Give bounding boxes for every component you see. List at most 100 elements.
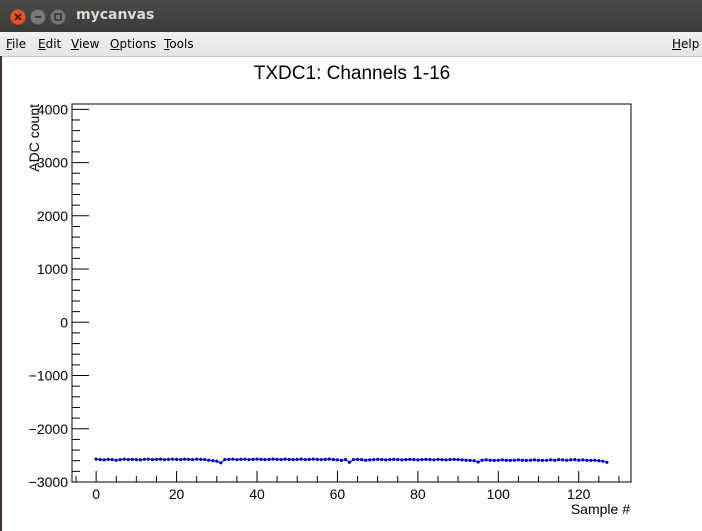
maximize-icon[interactable] — [50, 9, 66, 25]
data-point — [191, 458, 195, 462]
data-point — [540, 458, 545, 462]
menu-tools[interactable]: Tools — [164, 37, 194, 51]
data-point — [219, 461, 223, 465]
data-point — [227, 457, 231, 461]
data-point — [376, 457, 380, 461]
data-point — [472, 459, 476, 463]
data-point — [323, 457, 327, 461]
data-point — [428, 458, 432, 462]
data-point — [392, 457, 396, 461]
data-point — [460, 458, 464, 462]
data-point — [593, 458, 597, 462]
data-point — [364, 458, 368, 462]
data-point — [492, 458, 496, 462]
data-point — [500, 458, 504, 462]
data-point — [146, 457, 150, 461]
data-point — [355, 457, 360, 461]
plot-canvas[interactable]: TXDC1: Channels 1-16 −3000 −2000 −1000 0 100… — [2, 57, 702, 531]
data-point — [211, 459, 215, 463]
data-point — [524, 458, 529, 462]
y-axis-label: ADC count — [26, 104, 42, 172]
data-point — [275, 457, 279, 461]
data-point — [98, 458, 102, 462]
data-point — [528, 458, 533, 462]
data-point — [368, 458, 372, 462]
menu-help[interactable]: Help — [672, 37, 700, 51]
data-point — [512, 458, 516, 462]
data-point — [432, 458, 436, 462]
data-point — [456, 458, 460, 462]
data-point — [605, 460, 609, 464]
data-point — [400, 458, 404, 462]
data-point — [311, 457, 315, 461]
data-point — [452, 457, 456, 461]
menu-options[interactable]: Options — [110, 37, 157, 51]
x-tick-label: 120 — [567, 486, 591, 502]
data-point — [239, 457, 243, 461]
data-point — [291, 458, 295, 462]
data-point — [420, 458, 424, 462]
data-point — [532, 458, 537, 462]
data-point — [496, 458, 500, 462]
data-point — [303, 458, 307, 462]
data-point — [118, 458, 122, 462]
y-tick-label: −2000 — [29, 421, 69, 437]
data-point — [255, 457, 259, 461]
x-tick-label: 20 — [169, 486, 185, 502]
data-point — [360, 458, 364, 462]
menu-bar: File Edit View Options Tools Help — [0, 32, 702, 57]
y-tick-label: −3000 — [29, 474, 69, 490]
close-icon[interactable] — [10, 9, 26, 25]
menu-edit[interactable]: Edit — [38, 37, 62, 51]
data-point — [187, 457, 191, 461]
data-point — [319, 458, 323, 462]
data-point — [589, 458, 593, 462]
data-point — [130, 457, 134, 461]
data-point — [106, 457, 110, 461]
data-point — [351, 458, 356, 462]
x-tick-label: 100 — [487, 486, 511, 502]
data-point — [203, 458, 207, 462]
data-point — [480, 458, 484, 462]
data-point — [175, 457, 179, 461]
data-point — [331, 458, 335, 462]
data-point — [597, 459, 601, 463]
data-point — [544, 458, 549, 462]
data-point — [223, 458, 227, 462]
data-point — [581, 458, 585, 462]
data-point — [448, 458, 452, 462]
data-point — [412, 458, 416, 462]
data-point — [585, 458, 589, 462]
data-point — [416, 458, 420, 462]
minimize-icon[interactable] — [30, 9, 46, 25]
menu-view[interactable]: View — [71, 37, 100, 51]
menu-file[interactable]: File — [6, 37, 27, 51]
data-point — [335, 458, 339, 462]
data-point — [504, 458, 508, 462]
data-point — [476, 460, 480, 464]
data-point — [299, 457, 303, 461]
plot-frame — [71, 103, 632, 483]
data-point — [343, 458, 348, 462]
data-point — [327, 457, 331, 461]
y-tick-label: −1000 — [29, 368, 69, 384]
data-point — [315, 457, 319, 461]
data-point — [557, 458, 561, 462]
data-point — [307, 457, 311, 461]
data-point — [94, 457, 98, 461]
data-point — [339, 458, 343, 462]
x-tick-label: 40 — [249, 486, 265, 502]
data-point — [508, 458, 512, 462]
data-point — [565, 458, 569, 462]
data-point — [215, 459, 219, 463]
data-point — [162, 458, 167, 462]
data-point — [195, 457, 199, 461]
data-point — [601, 459, 605, 463]
data-point — [380, 458, 384, 462]
data-point — [110, 458, 114, 462]
data-point — [516, 458, 521, 462]
x-axis: 0 20 40 60 80 100 120 — [75, 471, 620, 502]
data-point — [372, 458, 376, 462]
data-point — [569, 458, 573, 462]
data-point — [142, 457, 146, 461]
